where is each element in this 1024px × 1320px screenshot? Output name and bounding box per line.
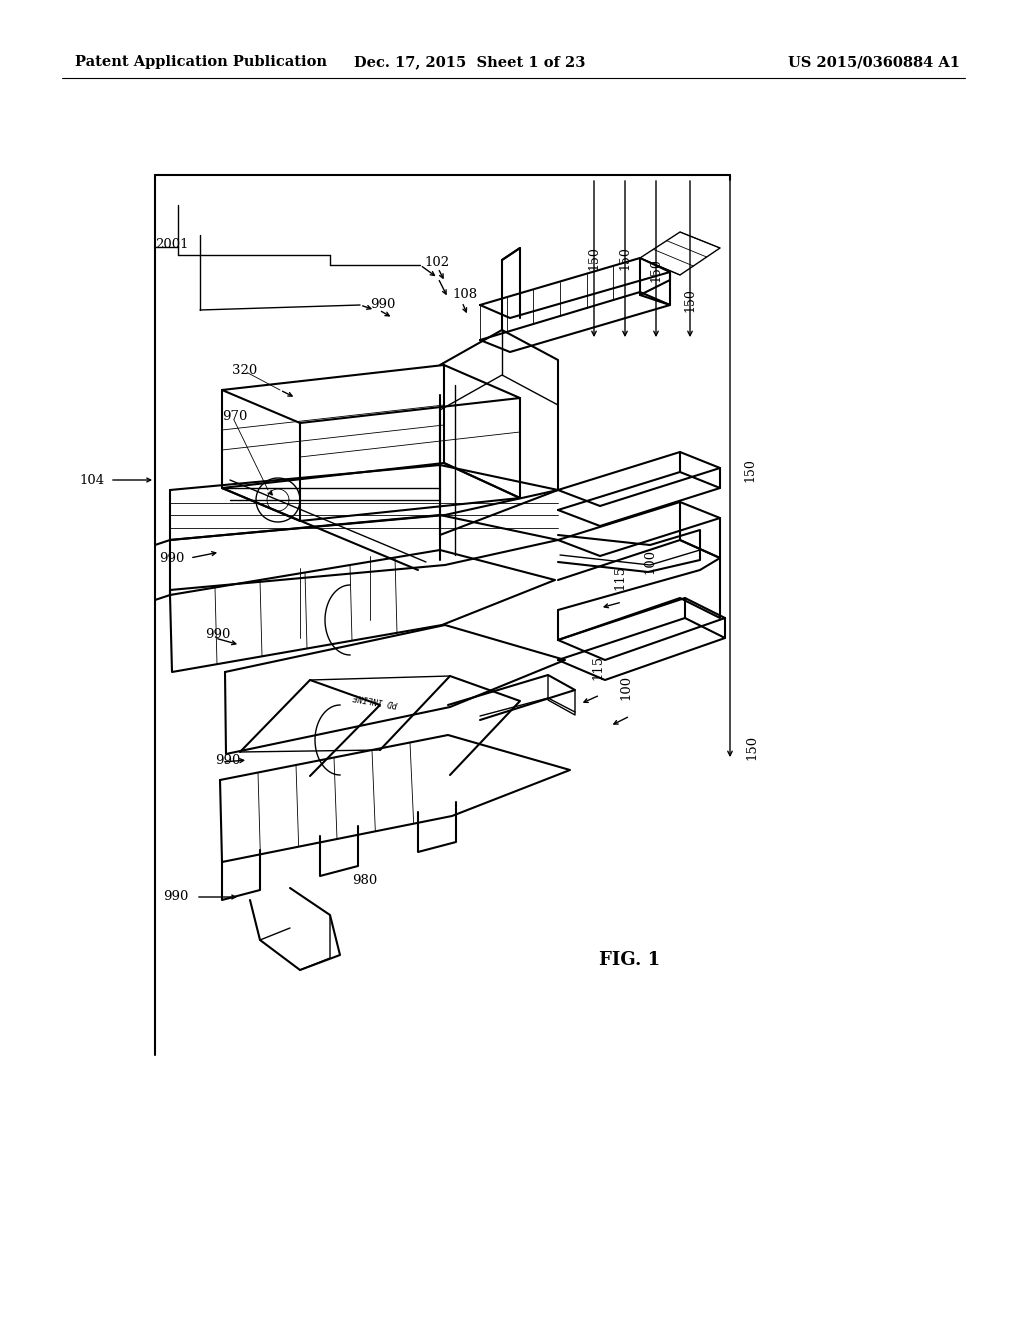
Text: 150: 150 — [683, 288, 696, 312]
Text: 990: 990 — [205, 628, 230, 642]
Text: 104: 104 — [80, 474, 105, 487]
Text: 150: 150 — [618, 246, 632, 269]
Text: 115: 115 — [613, 565, 627, 590]
Text: 115: 115 — [592, 655, 604, 680]
Text: 150: 150 — [649, 259, 663, 282]
Text: 102: 102 — [424, 256, 450, 268]
Text: 990: 990 — [163, 891, 188, 903]
Text: 980: 980 — [352, 874, 378, 887]
Text: Patent Application Publication: Patent Application Publication — [75, 55, 327, 69]
Text: 970: 970 — [222, 409, 248, 422]
Text: PD INLINE: PD INLINE — [352, 692, 398, 709]
Text: 2001: 2001 — [155, 238, 188, 251]
Text: 150: 150 — [743, 458, 757, 482]
Text: 990: 990 — [215, 754, 241, 767]
Text: Dec. 17, 2015  Sheet 1 of 23: Dec. 17, 2015 Sheet 1 of 23 — [354, 55, 586, 69]
Text: US 2015/0360884 A1: US 2015/0360884 A1 — [788, 55, 961, 69]
Text: 320: 320 — [232, 363, 257, 376]
Text: 100: 100 — [643, 549, 656, 574]
Text: FIG. 1: FIG. 1 — [599, 950, 660, 969]
Text: 990: 990 — [370, 298, 395, 312]
Text: 100: 100 — [620, 675, 633, 700]
Text: 150: 150 — [745, 735, 759, 760]
Text: 990: 990 — [160, 552, 185, 565]
Text: 150: 150 — [588, 246, 600, 269]
Text: 108: 108 — [452, 289, 477, 301]
